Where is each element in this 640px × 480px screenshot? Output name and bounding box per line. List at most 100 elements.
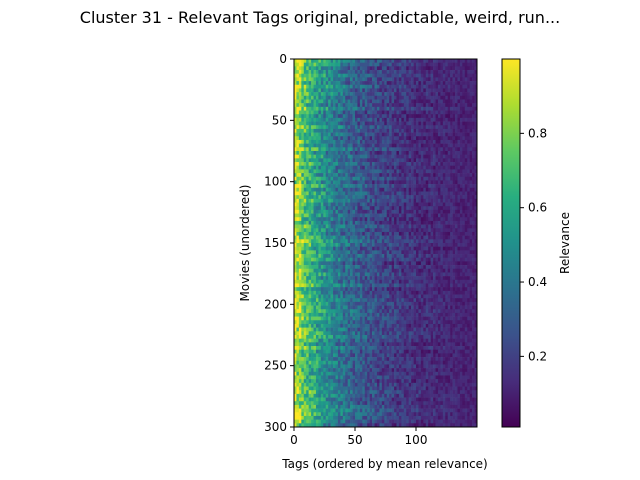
heatmap-cell <box>455 184 458 189</box>
heatmap-cell <box>430 143 434 148</box>
heatmap-cell <box>323 132 327 137</box>
heatmap-cell <box>401 117 405 122</box>
heatmap-cell <box>411 213 414 218</box>
heatmap-cell <box>367 147 370 152</box>
heatmap-cell <box>303 176 307 181</box>
heatmap-cell <box>320 169 324 174</box>
heatmap-cell <box>350 81 353 86</box>
heatmap-cell <box>418 84 422 89</box>
heatmap-cell <box>440 139 444 144</box>
heatmap-cell <box>396 243 400 247</box>
heatmap-cell <box>398 77 402 82</box>
heatmap-cell <box>384 136 388 141</box>
heatmap-cell <box>294 268 297 273</box>
heatmap-cell <box>416 224 419 229</box>
heatmap-cell <box>445 151 449 155</box>
heatmap-cell <box>340 268 344 273</box>
heatmap-cell <box>403 147 407 152</box>
heatmap-cell <box>398 88 402 93</box>
heatmap-cell <box>359 195 363 200</box>
heatmap-cell <box>411 243 414 247</box>
heatmap-cell <box>318 151 322 155</box>
heatmap-cell <box>391 173 395 178</box>
heatmap-cell <box>430 99 434 104</box>
heatmap-cell <box>352 268 356 273</box>
heatmap-cell <box>372 128 375 133</box>
heatmap-cell <box>337 73 341 78</box>
heatmap-cell <box>464 202 468 207</box>
heatmap-cell <box>369 176 373 181</box>
heatmap-cell <box>303 254 307 259</box>
heatmap-cell <box>416 66 419 71</box>
heatmap-cell <box>452 136 456 141</box>
heatmap-cell <box>396 301 400 306</box>
heatmap-cell <box>391 250 395 255</box>
heatmap-cell <box>450 209 453 214</box>
heatmap-cell <box>379 125 383 130</box>
heatmap-cell <box>342 220 346 225</box>
heatmap-cell <box>435 195 439 200</box>
heatmap-cell <box>394 202 397 207</box>
heatmap-cell <box>462 187 466 192</box>
heatmap-cell <box>333 209 336 214</box>
heatmap-cell <box>474 198 478 203</box>
heatmap-cell <box>376 66 380 71</box>
heatmap-cell <box>357 117 361 122</box>
heatmap-cell <box>442 77 446 82</box>
heatmap-cell <box>337 110 341 115</box>
heatmap-cell <box>437 95 441 100</box>
heatmap-cell <box>401 154 405 159</box>
heatmap-cell <box>396 154 400 159</box>
heatmap-cell <box>315 106 319 111</box>
heatmap-cell <box>467 121 470 126</box>
heatmap-cell <box>328 154 331 159</box>
heatmap-cell <box>306 235 309 240</box>
heatmap-cell <box>352 154 356 159</box>
heatmap-cell <box>457 257 461 262</box>
heatmap-cell <box>340 106 344 111</box>
heatmap-cell <box>357 165 361 170</box>
heatmap-cell <box>306 261 309 266</box>
heatmap-cell <box>381 202 385 207</box>
heatmap-cell <box>469 268 473 273</box>
heatmap-cell <box>333 246 336 251</box>
heatmap-cell <box>416 217 419 222</box>
heatmap-cell <box>396 84 400 89</box>
heatmap-cell <box>406 265 409 270</box>
heatmap-cell <box>311 99 314 104</box>
heatmap-cell <box>447 139 451 144</box>
heatmap-cell <box>306 301 309 306</box>
heatmap-cell <box>335 224 339 229</box>
heatmap-cell <box>469 180 473 185</box>
heatmap-cell <box>340 228 344 233</box>
heatmap-cell <box>357 283 361 288</box>
heatmap-cell <box>447 283 451 288</box>
heatmap-cell <box>445 103 449 108</box>
heatmap-cell <box>433 73 436 78</box>
heatmap-cell <box>367 165 370 170</box>
heatmap-cell <box>391 246 395 251</box>
heatmap-cell <box>425 143 429 148</box>
heatmap-cell <box>372 246 375 251</box>
heatmap-cell <box>301 84 305 89</box>
heatmap-cell <box>472 235 475 240</box>
heatmap-cell <box>389 117 392 122</box>
heatmap-cell <box>364 184 368 189</box>
heatmap-cell <box>416 220 419 225</box>
heatmap-cell <box>472 154 475 159</box>
heatmap-cell <box>352 239 356 244</box>
heatmap-cell <box>320 158 324 163</box>
heatmap-cell <box>337 220 341 225</box>
heatmap-cell <box>467 162 470 167</box>
heatmap-cell <box>362 154 366 159</box>
heatmap-cell <box>318 279 322 284</box>
heatmap-cell <box>467 228 470 233</box>
heatmap-cell <box>372 132 375 137</box>
heatmap-cell <box>311 139 314 144</box>
heatmap-cell <box>294 158 297 163</box>
heatmap-cell <box>437 283 441 288</box>
heatmap-cell <box>398 243 402 247</box>
heatmap-cell <box>325 202 329 207</box>
heatmap-cell <box>345 103 348 108</box>
heatmap-cell <box>296 59 300 63</box>
